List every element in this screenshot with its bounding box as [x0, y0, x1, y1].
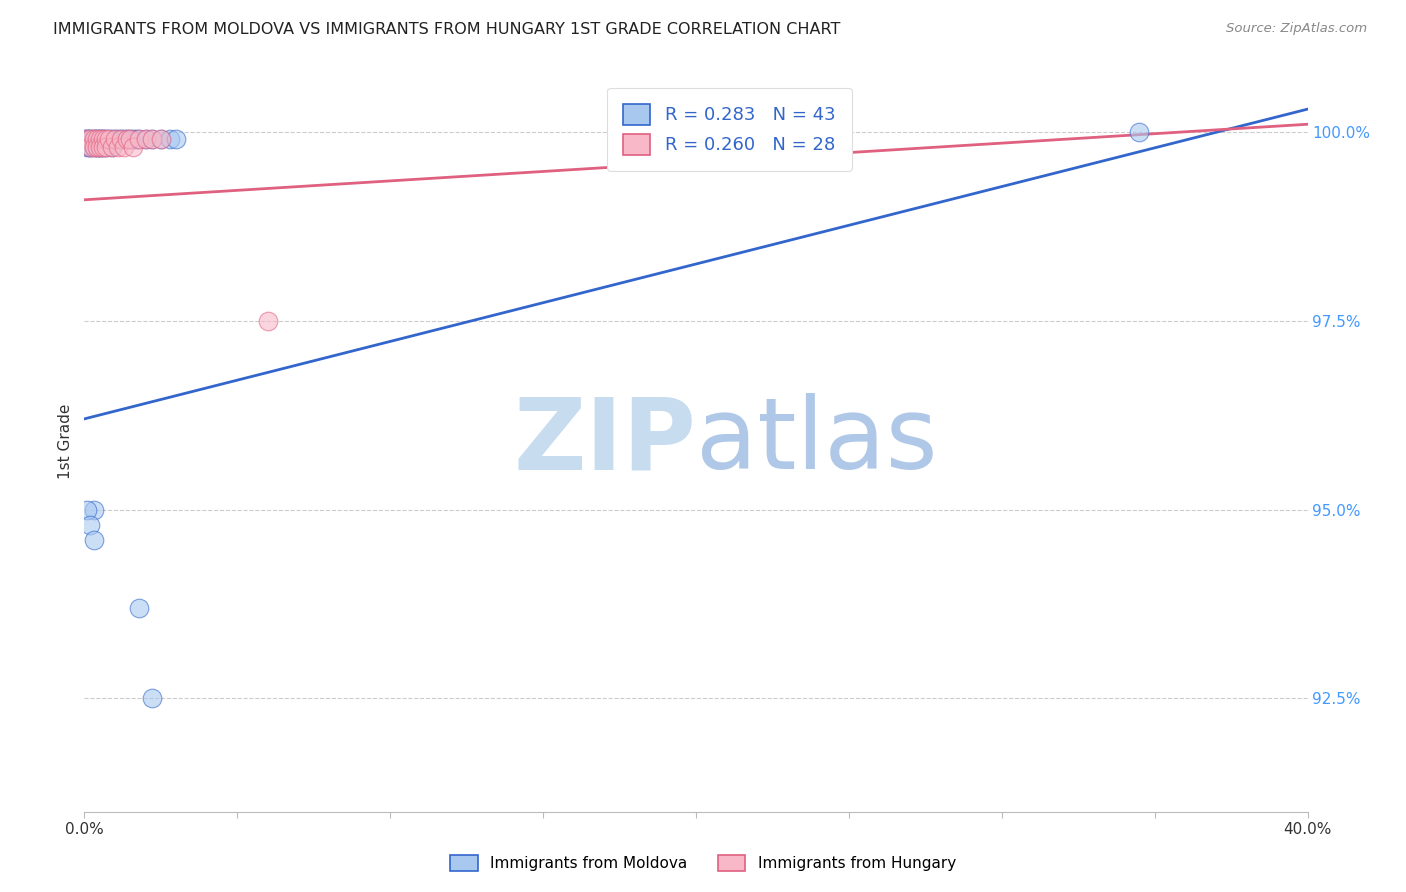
Point [110, 132, 132, 146]
Text: Source: ZipAtlas.com: Source: ZipAtlas.com [1226, 22, 1367, 36]
Point [91, 140, 114, 154]
Point [83, 132, 105, 146]
Point [122, 140, 145, 154]
Point [135, 132, 157, 146]
Point [94, 140, 117, 154]
Point [91, 132, 114, 146]
Point [97, 132, 120, 146]
Point [101, 140, 124, 154]
Point [83, 140, 105, 154]
Point [76, 132, 98, 146]
Point [89, 140, 111, 154]
Text: IMMIGRANTS FROM MOLDOVA VS IMMIGRANTS FROM HUNGARY 1ST GRADE CORRELATION CHART: IMMIGRANTS FROM MOLDOVA VS IMMIGRANTS FR… [53, 22, 841, 37]
Point [128, 132, 150, 146]
Point [115, 132, 138, 146]
Point [101, 140, 124, 154]
Point [159, 132, 181, 146]
Legend: R = 0.283   N = 43, R = 0.260   N = 28: R = 0.283 N = 43, R = 0.260 N = 28 [607, 87, 852, 171]
Point [79, 140, 101, 154]
Point [76, 502, 98, 516]
Point [86, 132, 108, 146]
Point [91, 140, 114, 154]
Point [89, 132, 111, 146]
Point [110, 132, 132, 146]
Point [120, 132, 142, 146]
Point [79, 140, 101, 154]
Point [86, 140, 108, 154]
Point [73, 132, 96, 146]
Point [141, 132, 163, 146]
Point [94, 132, 117, 146]
Point [122, 132, 145, 146]
Point [165, 132, 187, 146]
Point [89, 140, 111, 154]
Point [257, 313, 280, 327]
Point [112, 132, 135, 146]
Point [79, 517, 101, 532]
Point [1128, 125, 1150, 139]
Point [104, 132, 127, 146]
Point [149, 132, 172, 146]
Text: atlas: atlas [696, 393, 938, 490]
Point [89, 140, 111, 154]
Point [86, 132, 108, 146]
Point [76, 132, 98, 146]
Point [107, 132, 129, 146]
Point [120, 132, 142, 146]
Point [112, 140, 135, 154]
Point [79, 140, 101, 154]
Point [135, 132, 157, 146]
Point [83, 132, 105, 146]
Point [141, 132, 163, 146]
Point [101, 132, 124, 146]
Point [79, 132, 101, 146]
Point [83, 533, 105, 547]
Point [83, 132, 105, 146]
Point [86, 140, 108, 154]
Point [76, 132, 98, 146]
Point [94, 132, 117, 146]
Point [94, 140, 117, 154]
Point [83, 140, 105, 154]
Point [107, 140, 129, 154]
Point [125, 132, 148, 146]
Point [79, 132, 101, 146]
Point [91, 132, 114, 146]
Point [91, 132, 114, 146]
Point [86, 132, 108, 146]
Point [128, 132, 150, 146]
Point [104, 132, 127, 146]
Point [89, 132, 111, 146]
Point [83, 502, 105, 516]
Point [86, 140, 108, 154]
Y-axis label: 1st Grade: 1st Grade [58, 404, 73, 479]
Point [115, 132, 138, 146]
Point [149, 132, 172, 146]
Point [76, 140, 98, 154]
Point [97, 132, 120, 146]
Text: ZIP: ZIP [513, 393, 696, 490]
Point [89, 132, 111, 146]
Point [79, 132, 101, 146]
Point [141, 691, 163, 706]
Legend: Immigrants from Moldova, Immigrants from Hungary: Immigrants from Moldova, Immigrants from… [444, 849, 962, 877]
Point [128, 600, 150, 615]
Point [823, 125, 845, 139]
